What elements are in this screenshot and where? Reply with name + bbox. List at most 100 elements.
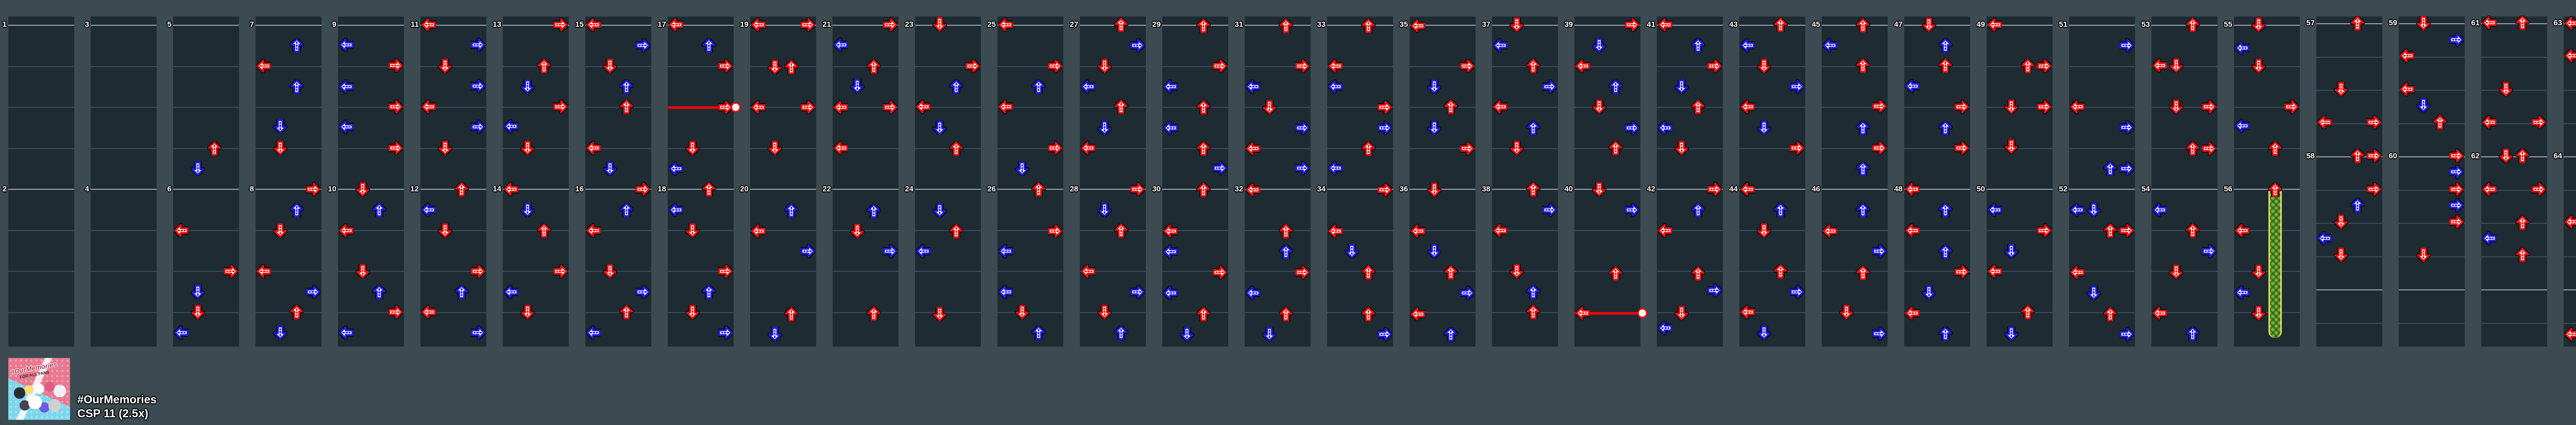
measure-number-label: 61 (2471, 19, 2480, 27)
note-arrow-left-icon (1740, 305, 1755, 319)
beat-line (1822, 107, 1888, 108)
note-arrow-left-icon (751, 224, 766, 238)
note-arrow-right-icon (1295, 265, 1310, 280)
note-arrow-up-icon (619, 100, 634, 114)
measure-line (1904, 189, 1970, 190)
note-arrow-right-icon (1460, 286, 1475, 300)
beat-line (1327, 312, 1393, 313)
note-arrow-down-icon (1015, 305, 1029, 319)
note-arrow-left-icon (339, 79, 353, 94)
note-arrow-left-icon (1328, 161, 1343, 175)
beat-line (2069, 148, 2135, 149)
note-arrow-up-icon (2103, 223, 2117, 238)
measure-number-label: 28 (1070, 185, 1078, 193)
measure-line (420, 189, 486, 190)
measure-number-label: 62 (2471, 152, 2480, 160)
note-arrow-left-icon (1658, 121, 1672, 135)
note-arrow-left-icon (1163, 244, 1178, 259)
beat-line (1822, 312, 1888, 313)
note-arrow-up-icon (1526, 305, 1540, 319)
beat-line (91, 230, 157, 231)
note-arrow-right-icon (801, 100, 815, 115)
measure-line (338, 189, 404, 190)
measure-column: 29 30 (1152, 17, 1228, 347)
note-arrow-right-icon (2367, 115, 2381, 129)
note-arrow-right-icon (2037, 100, 2052, 114)
note-arrow-up-icon (2350, 16, 2365, 30)
note-arrow-down-icon (850, 79, 865, 93)
measure-number-label: 7 (249, 20, 254, 29)
note-arrow-right-icon (1955, 265, 1969, 279)
note-arrow-left-icon (998, 18, 1013, 32)
note-arrow-up-icon (1938, 326, 1953, 341)
note-arrow-right-icon (1460, 141, 1475, 156)
note-arrow-up-icon (1773, 203, 1788, 217)
note-arrow-up-icon (1526, 59, 1540, 73)
measure-line (1080, 25, 1146, 26)
note-arrow-up-icon (949, 141, 963, 156)
beat-line (1492, 312, 1558, 313)
measure-column: 31 32 (1234, 17, 1311, 347)
note-arrow-down-icon (1757, 223, 1771, 238)
note-arrow-down-icon (1757, 59, 1771, 73)
note-arrow-up-icon (867, 204, 881, 218)
measure-number-label: 2 (2, 185, 7, 193)
note-arrow-up-icon (1608, 141, 1623, 155)
note-arrow-up-icon (1856, 18, 1870, 32)
note-arrow-left-icon (2565, 327, 2576, 341)
note-arrow-right-icon (306, 182, 320, 197)
note-arrow-left-icon (1246, 183, 1260, 197)
measure-line (2316, 23, 2382, 24)
note-arrow-down-icon (2416, 16, 2431, 30)
note-arrow-down-icon (191, 305, 205, 319)
note-arrow-left-icon (1740, 100, 1755, 114)
note-arrow-left-icon (1163, 286, 1178, 300)
beat-line (173, 107, 239, 108)
beat-line (2399, 223, 2465, 224)
beat-line (2234, 230, 2300, 231)
note-arrow-up-icon (290, 305, 304, 319)
beat-line (1987, 312, 2053, 313)
beat-line (1574, 107, 1640, 108)
beat-line (2316, 189, 2382, 191)
note-arrow-down-icon (1262, 327, 1277, 341)
note-arrow-down-icon (685, 223, 700, 238)
measure-number-label: 53 (2141, 20, 2150, 29)
beat-line (2069, 312, 2135, 313)
note-arrow-up-icon (1114, 223, 1128, 238)
beat-line (1657, 312, 1723, 313)
note-arrow-up-icon (784, 307, 799, 321)
note-arrow-down-icon (1922, 18, 1936, 32)
measure-line (2069, 189, 2135, 190)
measure-number-label: 51 (2059, 20, 2067, 29)
note-arrow-up-icon (1938, 58, 1953, 73)
beat-line (1245, 271, 1311, 272)
beat-line (1574, 230, 1640, 231)
measure-column: 17 18 (657, 17, 741, 347)
note-arrow-left-icon (2070, 203, 2084, 217)
note-arrow-up-icon (2185, 223, 2200, 238)
measure-line (1492, 189, 1558, 190)
note-arrow-right-icon (965, 59, 980, 73)
note-arrow-right-icon (471, 38, 485, 52)
note-arrow-left-icon (1740, 38, 1755, 53)
beat-line (1245, 107, 1311, 108)
note-arrow-down-icon (438, 59, 452, 73)
note-arrow-down-icon (933, 17, 947, 31)
measure-number-label: 60 (2388, 152, 2397, 160)
note-arrow-up-icon (1856, 161, 1870, 176)
note-arrow-down-icon (438, 141, 452, 155)
note-arrow-left-icon (1246, 141, 1260, 156)
measure-number-label: 43 (1729, 20, 1738, 29)
note-arrow-up-icon (784, 203, 799, 218)
note-arrow-up-icon (2268, 183, 2282, 197)
note-arrow-right-icon (2120, 223, 2134, 238)
note-arrow-right-icon (471, 264, 485, 279)
beat-line (750, 230, 816, 231)
beat-line (2564, 322, 2576, 324)
measure-number-label: 41 (1647, 20, 1655, 29)
measure-line (2399, 156, 2465, 157)
beat-line (2316, 256, 2382, 257)
note-arrow-left-icon (1740, 182, 1755, 197)
measure-line (668, 189, 734, 190)
